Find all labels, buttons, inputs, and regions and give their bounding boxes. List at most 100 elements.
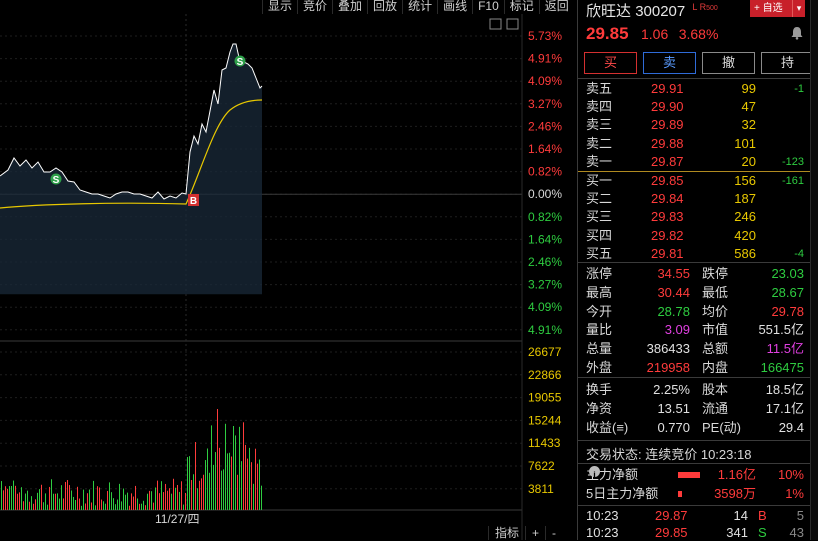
bid-level[interactable]: 买三 29.83 246 <box>578 208 810 226</box>
toolbar-button[interactable]: 竞价 <box>297 0 332 14</box>
volume-bar <box>79 498 80 510</box>
volume-bar <box>103 501 104 510</box>
price-change-pct: 3.68% <box>678 26 719 42</box>
volume-bar <box>59 498 60 510</box>
stat-label: 流通 <box>702 401 729 416</box>
volume-bar <box>45 493 46 510</box>
sell-button[interactable]: 卖 <box>643 52 696 74</box>
ask-level[interactable]: 卖五 29.91 99 -1 <box>578 80 810 98</box>
bid-level[interactable]: 买一 29.85 156 -161 <box>578 172 810 190</box>
volume-bar <box>179 491 180 510</box>
level-volume: 156 <box>734 173 756 188</box>
capital-flow-row[interactable]: 主力净额 i 1.16亿 10% <box>578 466 810 484</box>
tick-row: 10:23 29.87 14 B 5 <box>578 507 810 524</box>
level-price: 29.90 <box>651 99 684 115</box>
toolbar-button[interactable]: F10 <box>472 0 504 14</box>
volume-bar <box>221 470 222 510</box>
volume-bar <box>19 492 20 510</box>
volume-bar <box>1 481 2 510</box>
ask-level[interactable]: 卖四 29.90 47 <box>578 98 810 116</box>
volume-bar <box>43 502 44 510</box>
volume-bar <box>243 422 244 510</box>
flow-label-text: 5日主力净额 <box>586 486 659 501</box>
volume-bar <box>223 469 224 510</box>
ask-level[interactable]: 卖三 29.89 32 <box>578 116 810 134</box>
volume-bar <box>153 502 154 510</box>
intraday-chart[interactable]: 5.73% 4.91% 4.09% 3.27% 2.46% 1.64% 0.82% 0.00%… <box>0 14 577 540</box>
toolbar-button[interactable]: 显示 <box>262 0 297 14</box>
favorite-dropdown-icon[interactable]: ▾ <box>792 0 805 17</box>
stock-tags: L R500 <box>692 2 718 12</box>
toolbar-button[interactable]: 标记 <box>503 0 539 14</box>
volume-bar <box>107 490 108 510</box>
volume-bar <box>161 481 162 510</box>
stat-row: 换手 2.25% 股本 18.5亿 <box>578 380 810 399</box>
ask-level[interactable]: 卖二 29.88 101 <box>578 135 810 153</box>
volume-bar <box>35 499 36 510</box>
flow-value: 3598万 <box>714 486 756 501</box>
stat-label: 外盘 <box>586 360 613 375</box>
volume-bar <box>199 480 200 510</box>
indicator-tab[interactable]: - <box>545 526 562 540</box>
stat-label: 内盘 <box>702 360 729 375</box>
volume-bar <box>109 482 110 510</box>
toolbar-button[interactable]: 返回 <box>538 0 574 14</box>
volume-bar <box>51 479 52 510</box>
indicator-tab[interactable]: + <box>525 526 545 540</box>
level-volume: 586 <box>734 245 756 261</box>
volume-axis-label: 19055 <box>528 391 562 405</box>
stock-title: 欣旺达 300207 L R500 <box>586 0 718 21</box>
volume-bar <box>73 496 74 510</box>
bell-icon[interactable] <box>790 26 804 40</box>
price-area-fill <box>0 44 262 295</box>
bid-level[interactable]: 买四 29.82 420 <box>578 227 810 245</box>
stat-row: 外盘 219958 内盘 166475 <box>578 358 810 377</box>
bid-level[interactable]: 买五 29.81 586 -4 <box>578 245 810 263</box>
stat-label: 股本 <box>702 382 729 397</box>
tick-time: 10:23 <box>586 525 619 540</box>
volume-bar <box>55 493 56 510</box>
stat-label: 净资 <box>586 401 613 416</box>
divider <box>578 505 810 506</box>
toolbar-button[interactable]: 叠加 <box>332 0 367 14</box>
holdings-button[interactable]: 持 <box>761 52 814 74</box>
volume-bar <box>235 435 236 510</box>
flow-pct: 1% <box>785 486 804 501</box>
price-axis-label: 0.82% <box>528 165 562 179</box>
volume-bar <box>27 490 28 510</box>
toolbar-button[interactable]: 回放 <box>367 0 402 14</box>
volume-bar <box>131 493 132 510</box>
capital-flow-row[interactable]: 5日主力净额 3598万 1% <box>578 485 810 503</box>
volume-bar <box>115 504 116 510</box>
chart-expand-icon <box>506 18 519 30</box>
volume-bar <box>75 499 76 510</box>
price-axis-label: 4.91% <box>528 323 562 337</box>
toolbar-button[interactable]: 统计 <box>402 0 437 14</box>
volume-bar <box>47 504 48 510</box>
volume-bar <box>141 503 142 510</box>
stat-label: 量比 <box>586 322 613 338</box>
bid-level[interactable]: 买二 29.84 187 <box>578 190 810 208</box>
stat-value: 18.5亿 <box>765 382 804 397</box>
price-axis-label: 4.09% <box>528 74 562 88</box>
cancel-order-button[interactable]: 撤 <box>702 52 755 74</box>
toolbar-button[interactable]: 画线 <box>437 0 472 14</box>
panel-divider <box>577 0 578 540</box>
ask-level[interactable]: 卖一 29.87 20 -123 <box>578 153 810 171</box>
level-change: -161 <box>781 175 804 187</box>
info-icon[interactable]: i <box>589 466 600 480</box>
volume-bar <box>227 453 228 510</box>
intraday-chart-svg: 5.73% 4.91% 4.09% 3.27% 2.46% 1.64% 0.82% 0.00%… <box>0 14 562 540</box>
right-scroll-edge[interactable] <box>810 0 818 540</box>
sell-marker-bg <box>50 173 62 185</box>
price-axis-label: 5.73% <box>528 29 562 43</box>
volume-bar <box>143 500 144 510</box>
indicator-tab[interactable]: 指标 <box>488 526 525 540</box>
volume-bar <box>181 481 182 510</box>
stat-label: 涨停 <box>586 266 613 281</box>
buy-button[interactable]: 买 <box>584 52 637 74</box>
stat-label: 换手 <box>586 382 613 397</box>
volume-bar <box>133 496 134 510</box>
add-favorite-button[interactable]: + 自选 ▾ <box>750 0 805 17</box>
level-price: 29.89 <box>651 117 684 133</box>
